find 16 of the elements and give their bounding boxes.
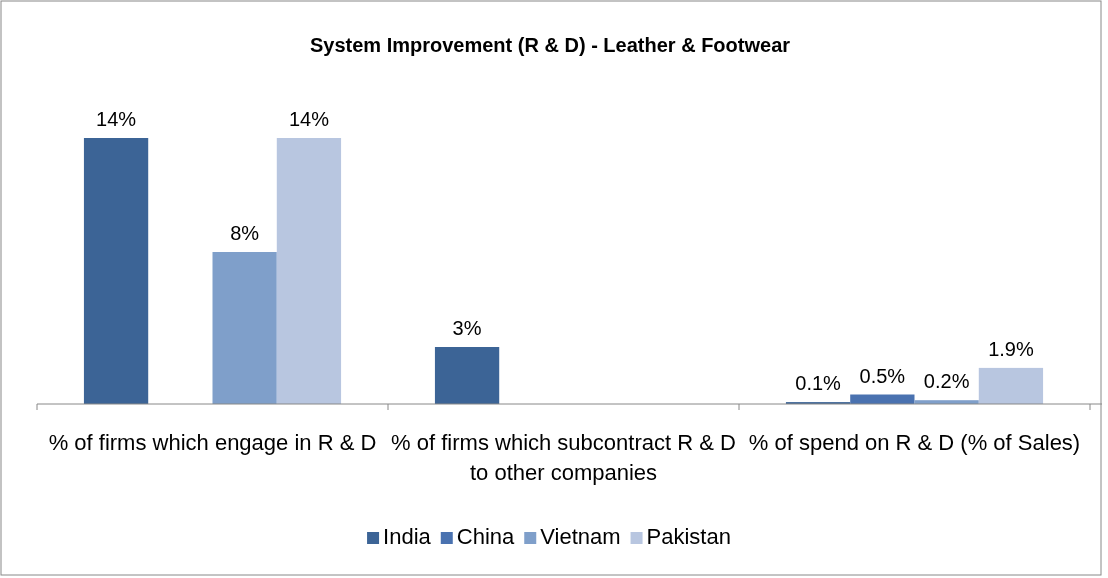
x-tick-label: % of spend on R & D (% of Sales) — [748, 430, 1081, 455]
legend-label: Pakistan — [646, 524, 731, 549]
data-label: 1.9% — [988, 337, 1034, 360]
data-label: 14% — [288, 108, 330, 130]
chart-title: System Improvement (R & D) - Leather & Footwear — [309, 34, 791, 56]
x-tick-label: % of firms which engage in R & D — [48, 430, 377, 455]
legend-label: China — [456, 524, 516, 549]
legend-label: India — [383, 524, 432, 549]
data-label: 0.2% — [923, 370, 970, 393]
data-label: 8% — [230, 222, 260, 244]
data-label: 0.5% — [859, 364, 906, 387]
data-label: 14% — [96, 108, 137, 130]
data-label: 3% — [452, 317, 482, 339]
x-tick-label: % of firms which subcontract R & D to other companies — [391, 430, 736, 485]
legend-label: Vietnam — [540, 524, 621, 549]
data-label: 0.1% — [795, 372, 842, 395]
